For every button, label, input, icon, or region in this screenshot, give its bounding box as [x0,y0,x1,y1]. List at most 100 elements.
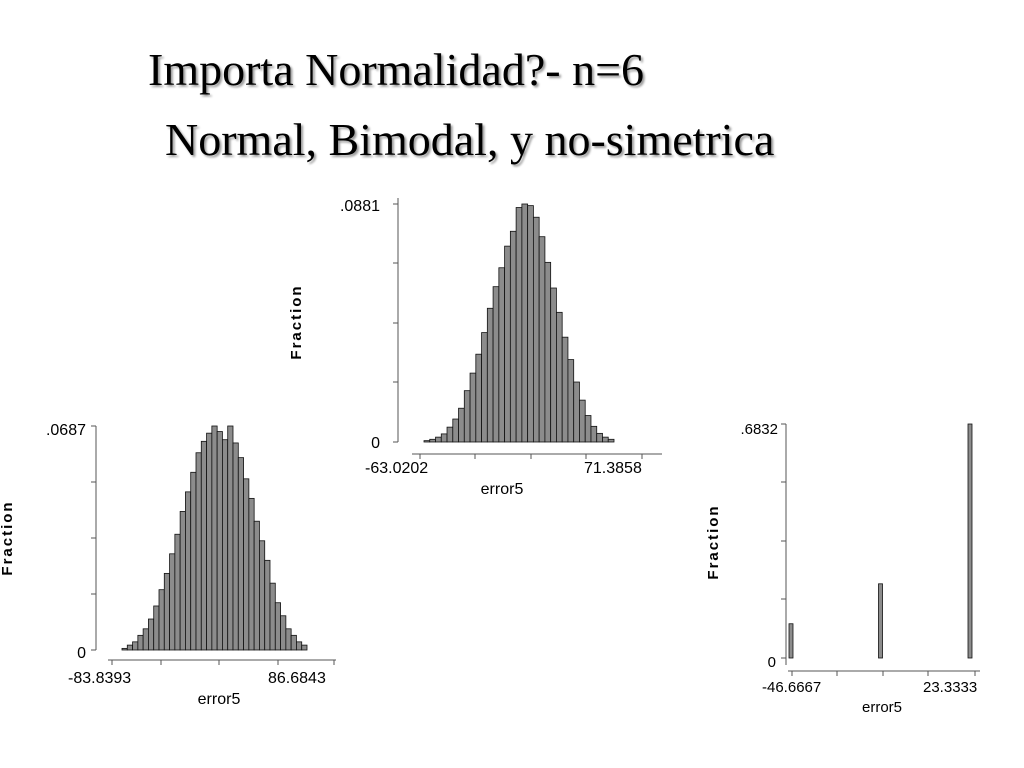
histogram-bar [556,311,563,443]
y-axis-label: Fraction [705,504,722,579]
histogram-bar [446,426,454,443]
histogram-bar [158,589,165,651]
histogram-bar [429,438,436,443]
histogram-bar [607,438,615,443]
histogram-bar [153,605,160,651]
histogram-bar [174,533,181,651]
histogram-bar [216,431,223,651]
histogram-bar [435,436,442,443]
histogram-asymmetric: .6832 0 -46.6667 23.3333 error5 Fraction [705,421,980,716]
histogram-bar [463,390,471,443]
histogram-bar [285,628,292,651]
histogram-bar [280,615,287,651]
slide-subtitle: Normal, Bimodal, y no-simetrica [165,114,775,165]
histogram-normal: .0881 0 -63.0202 71.3858 error5 Fraction [288,198,662,498]
histogram-bar [121,647,128,651]
histogram-bar [492,286,500,443]
histogram-bar [550,287,557,443]
axis-ticks [393,203,643,459]
y-axis-label: Fraction [288,284,305,359]
histogram-bar [269,582,276,651]
histogram-bar [561,336,569,443]
histogram-bar [132,641,139,651]
histogram-bar [142,628,149,651]
histogram-bar [232,442,239,651]
histogram-bar [290,634,297,651]
histogram-bar [538,236,546,443]
histogram-bar [475,353,482,443]
y-tick-label-min: 0 [77,645,86,662]
histogram-bar [423,440,431,443]
histogram-bar [200,440,207,651]
histogram-bimodal: .0687 0 -83.8393 86.6843 error5 Fraction [0,422,336,708]
histogram-bar [504,245,511,443]
histogram-bar [190,471,197,651]
y-tick-label-max: .0687 [46,422,86,439]
histogram-bar [163,572,170,651]
histogram-bar [584,415,592,443]
x-tick-label-max: 86.6843 [268,670,326,687]
histogram-bar [211,425,218,651]
histogram-bar [878,583,883,659]
histogram-bar [185,491,192,651]
histogram-bar [126,644,133,651]
histogram-bar [967,423,973,659]
x-tick-label-min: -63.0202 [365,460,428,477]
slide-title: Importa Normalidad?- n=6 [148,44,645,95]
histogram-bar [248,497,255,651]
histogram-bar [452,418,459,443]
histogram-bar [222,439,229,651]
histogram-bar [253,520,260,651]
x-axis-label: error5 [198,691,241,708]
histogram-bar [567,359,575,443]
histogram-bar [481,332,488,443]
histogram-bar [596,432,603,443]
histogram-bar [243,478,250,651]
histogram-bar [509,230,517,443]
axis-ticks [91,425,335,665]
y-tick-label-max: .6832 [740,421,778,438]
histogram-bar [458,407,465,443]
x-axis-label: error5 [481,481,524,498]
x-tick-label-min: -83.8393 [68,670,131,687]
histogram-bar [486,307,494,443]
histogram-bar [195,452,202,651]
histogram-bar [259,540,266,651]
histogram-bar [274,602,281,651]
histogram-bar [179,511,186,651]
y-axis-label: Fraction [0,500,16,575]
histogram-bar [515,207,523,443]
y-tick-label-min: 0 [768,654,776,671]
histogram-bar [573,381,580,443]
histogram-bar [498,267,506,443]
histogram-bar [527,205,534,443]
histogram-bar [264,559,271,651]
x-tick-label-min: -46.6667 [762,679,821,696]
histogram-bar [469,372,477,443]
histogram-bar [544,261,552,443]
bars [788,423,973,659]
histogram-bar [532,216,540,443]
histogram-bar [148,618,155,651]
x-tick-label-max: 71.3858 [584,460,642,477]
y-tick-label-max: .0881 [340,198,380,215]
y-tick-label-min: 0 [371,435,380,452]
histogram-bar [137,634,144,651]
histogram-bar [579,399,586,443]
histogram-bar [788,623,794,659]
histogram-bar [521,203,529,443]
histogram-bar [440,433,448,443]
histogram-bar [169,553,176,651]
histogram-bar [602,436,609,443]
x-axis-label: error5 [862,699,902,716]
x-tick-label-max: 23.3333 [923,679,977,696]
bars [121,425,308,651]
histogram-bar [296,641,303,651]
histogram-bar [590,425,598,443]
axis-ticks [781,423,976,676]
histogram-bar [206,432,213,651]
histogram-bar [237,457,244,651]
bars [423,203,615,443]
histogram-bar [301,644,308,651]
histogram-bar [227,425,234,651]
